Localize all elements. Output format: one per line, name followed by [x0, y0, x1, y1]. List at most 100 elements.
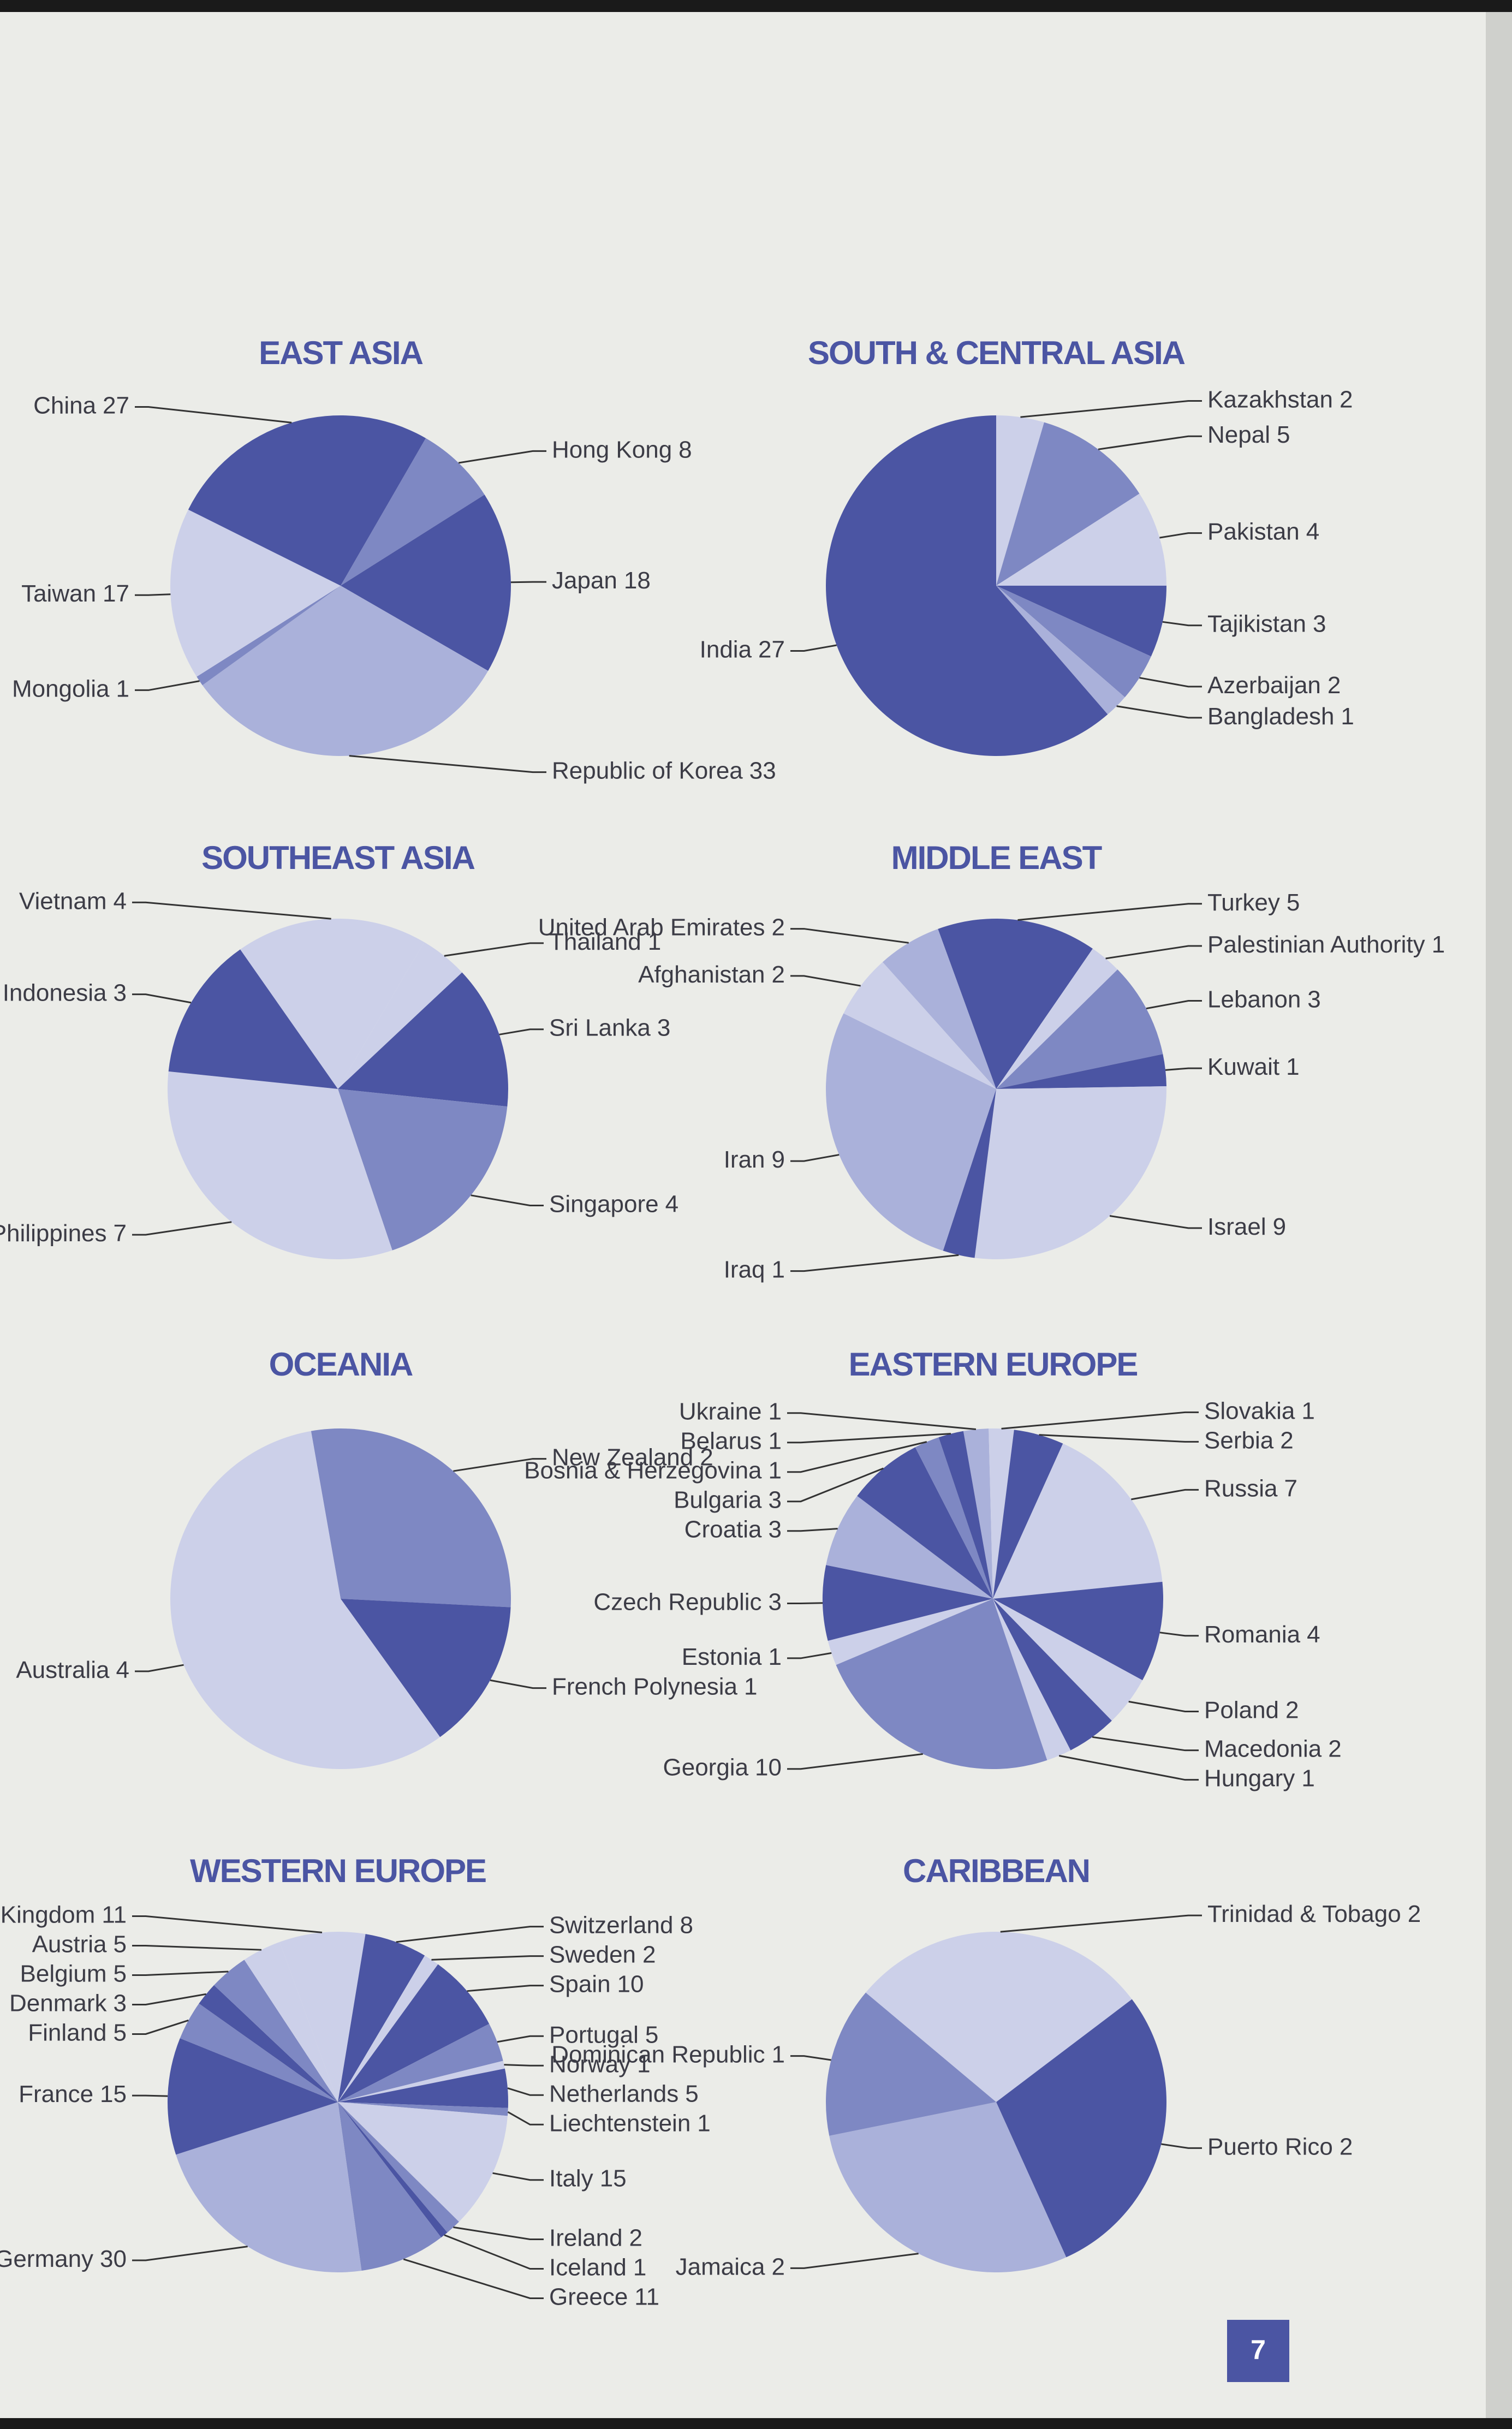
leader-line: [787, 1467, 884, 1503]
slice-value: 1: [637, 2051, 650, 2077]
pie-slice: [826, 1496, 993, 1599]
leader-line: [1017, 903, 1202, 921]
slice-label: Iran 9: [724, 1146, 785, 1173]
slice-value: 1: [772, 2041, 785, 2068]
slice-label: Belarus 1: [680, 1427, 782, 1454]
leader-line: [467, 1985, 544, 1992]
pie-slice: [176, 2102, 362, 2273]
slice-label: Japan 18: [552, 567, 651, 594]
slice-label: United Arab Emirates 2: [538, 914, 785, 940]
slice-label: Hungary 1: [1204, 1765, 1315, 1791]
slice-label: Spain 10: [549, 1970, 644, 1997]
pie-slice: [996, 415, 1044, 586]
slice-value: 3: [769, 1588, 782, 1615]
page-number-box: [1227, 2320, 1289, 2382]
leader-line: [1161, 2143, 1202, 2149]
leader-line: [790, 644, 837, 652]
pie-slice: [938, 1431, 993, 1599]
slice-name: India: [700, 636, 752, 663]
leader-line: [504, 2064, 544, 2067]
leader-line: [444, 942, 544, 957]
pie-slice: [996, 493, 1166, 586]
slice-value: 2: [629, 2224, 642, 2251]
pie-slice: [993, 1430, 1063, 1599]
slice-name: United Kingdom: [0, 1901, 95, 1928]
slice-label: French Polynesia 1: [552, 1673, 757, 1700]
slice-label: Slovakia 1: [1204, 1397, 1315, 1424]
slice-value: 2: [772, 914, 785, 940]
slice-label: Palestinian Authority 1: [1207, 931, 1445, 958]
slice-label: Hong Kong 8: [552, 436, 692, 463]
leader-line: [1131, 1489, 1199, 1501]
chart-title: EASTERN EUROPE: [849, 1346, 1138, 1383]
slice-value: 5: [114, 1931, 127, 1957]
slice-value: 2: [1408, 1901, 1421, 1927]
slice-label: Vietnam 4: [19, 888, 127, 914]
pie-slice: [338, 2102, 508, 2116]
slice-name: Jamaica: [676, 2253, 765, 2280]
slice-value: 33: [749, 757, 776, 784]
pie-slice: [338, 2102, 459, 2233]
slice-value: 3: [657, 1014, 670, 1041]
slice-label: Jamaica 2: [676, 2253, 785, 2280]
pie-slice: [996, 969, 1163, 1089]
chart-title: EAST ASIA: [259, 335, 422, 371]
slice-name: Bulgaria: [674, 1486, 762, 1513]
slice-label: Australia 4: [16, 1656, 129, 1683]
chart-title: CARIBBEAN: [903, 1853, 1090, 1889]
pie-slice: [199, 1985, 338, 2102]
slice-label: Russia 7: [1204, 1475, 1297, 1502]
slice-label: Thailand 1: [549, 928, 661, 955]
slice-label: Bulgaria 3: [674, 1486, 782, 1513]
pie-slice: [826, 1013, 996, 1251]
slice-label: India 27: [700, 636, 785, 663]
leader-line: [1098, 435, 1202, 450]
slice-label: Bosnia & Herzegovina 1: [524, 1457, 782, 1484]
leader-line: [396, 1926, 544, 1943]
slice-value: 27: [758, 636, 785, 663]
slice-name: Germany: [0, 2246, 93, 2272]
slice-value: 9: [772, 1146, 785, 1173]
leader-line: [492, 2172, 544, 2181]
slice-name: Sweden: [549, 1941, 636, 1968]
pie-slice: [338, 2102, 508, 2222]
leader-line: [431, 1955, 544, 1961]
pie-slice: [974, 1086, 1166, 1259]
slice-name: Iceland: [549, 2254, 627, 2281]
leader-line: [1058, 1755, 1199, 1781]
slice-label: Singapore 4: [549, 1190, 678, 1217]
leader-line: [1039, 1434, 1199, 1443]
pie-slice: [865, 1931, 1132, 2102]
slice-value: 1: [1432, 931, 1445, 958]
leader-line: [1105, 945, 1202, 960]
slice-value: 1: [1301, 1765, 1314, 1791]
slice-value: 1: [769, 1457, 782, 1484]
slice-name: France: [19, 2081, 93, 2107]
slice-label: Israel 9: [1207, 1213, 1286, 1240]
slice-value: 3: [769, 1516, 782, 1543]
slice-label: Germany 30: [0, 2246, 127, 2272]
leader-line: [132, 993, 192, 1004]
slice-label: Romania 4: [1204, 1621, 1320, 1647]
slice-label: Austria 5: [32, 1931, 127, 1957]
slice-name: Nepal: [1207, 421, 1270, 448]
pie-slice: [168, 2038, 338, 2155]
slice-value: 30: [100, 2246, 127, 2272]
slice-label: Croatia 3: [684, 1516, 782, 1543]
slice-value: 2: [772, 2253, 785, 2280]
slice-value: 4: [1307, 1621, 1320, 1647]
slice-name: Finland: [28, 2019, 106, 2046]
slice-value: 8: [680, 1912, 693, 1938]
slice-name: Pakistan: [1207, 518, 1300, 545]
slice-label: Czech Republic 3: [593, 1588, 782, 1615]
slice-value: 1: [769, 1644, 782, 1670]
leader-line: [1000, 1914, 1202, 1933]
slice-value: 7: [114, 1220, 127, 1247]
chart-title: WESTERN EUROPE: [190, 1853, 486, 1889]
pie-slice: [843, 962, 996, 1089]
slice-name: China: [33, 392, 96, 419]
slice-value: 1: [697, 2110, 710, 2136]
slice-value: 10: [617, 1970, 644, 1997]
pie-slice: [197, 586, 341, 686]
pie-slice: [828, 1599, 993, 1665]
